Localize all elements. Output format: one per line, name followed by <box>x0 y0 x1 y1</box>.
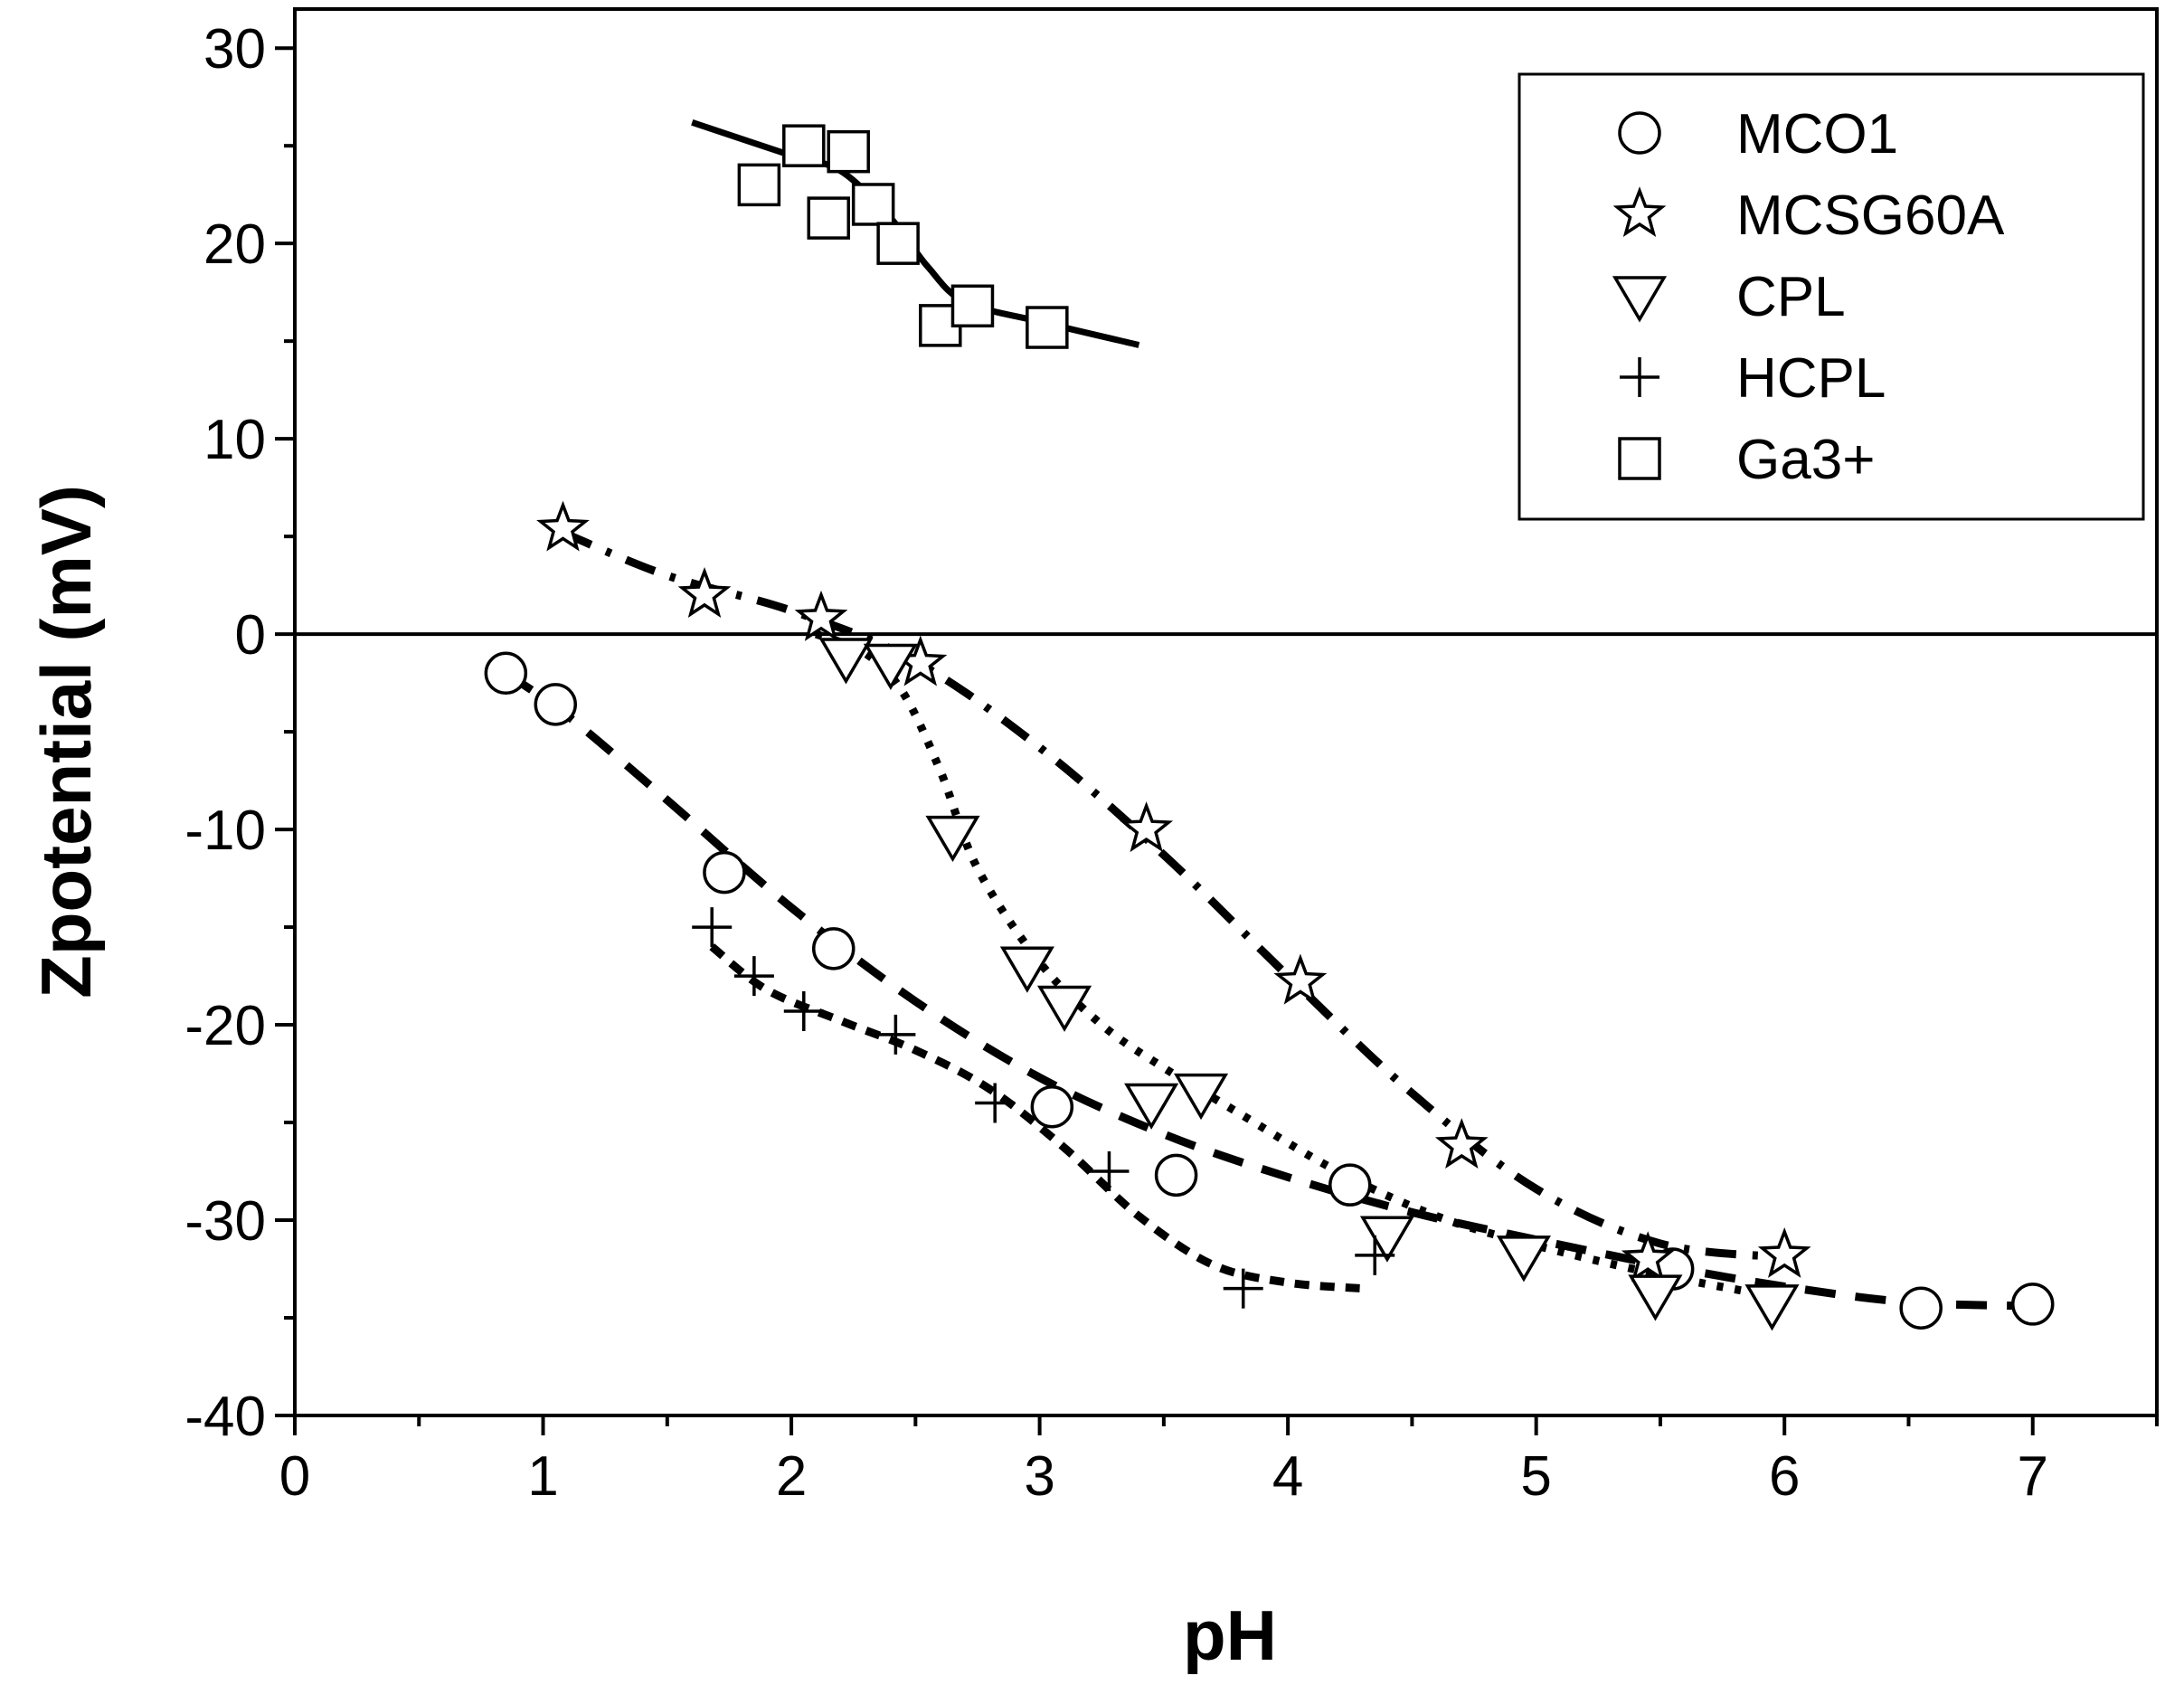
x-tick-label: 4 <box>1272 1445 1303 1508</box>
fit-curve-mco1 <box>503 669 2033 1311</box>
data-point-mco1 <box>1328 1163 1372 1207</box>
y-tick-label: -40 <box>184 1386 266 1448</box>
data-point-mcsg60a <box>677 566 732 619</box>
data-point-ga3 <box>782 124 826 167</box>
data-point-mco1 <box>484 651 528 696</box>
data-point-ga3 <box>950 284 995 328</box>
data-point-ga3 <box>1026 306 1069 349</box>
data-point-hcpl <box>875 1014 916 1055</box>
legend-marker-cpl <box>1612 276 1668 323</box>
data-point-mco1 <box>1154 1153 1198 1198</box>
data-point-cpl <box>1036 985 1092 1032</box>
data-markers <box>484 124 2055 1331</box>
fit-curve-mcsg60a <box>561 528 1785 1262</box>
legend-label-ga3: Ga3+ <box>1736 429 1875 491</box>
data-point-ga3 <box>827 129 870 174</box>
data-point-cpl <box>1496 1235 1551 1283</box>
y-axis-title: Zpotential (mV) <box>26 485 106 999</box>
data-point-cpl <box>818 638 874 685</box>
data-point-mco1 <box>1030 1085 1074 1129</box>
x-tick-label: 0 <box>279 1445 310 1508</box>
legend-label-hcpl: HCPL <box>1736 347 1886 410</box>
data-point-cpl <box>999 946 1054 993</box>
data-point-ga3 <box>851 183 895 226</box>
data-point-mcsg60a <box>1434 1118 1489 1169</box>
data-point-mco1 <box>811 927 856 970</box>
data-point-hcpl <box>1089 1151 1130 1192</box>
data-point-cpl <box>1628 1274 1683 1321</box>
fit-curve-hcpl <box>709 943 1363 1293</box>
x-tick-label: 7 <box>2017 1445 2047 1508</box>
data-point-ga3 <box>876 222 920 265</box>
data-point-cpl <box>925 815 980 863</box>
data-point-mco1 <box>1899 1286 1943 1330</box>
x-tick-label: 1 <box>527 1445 558 1508</box>
data-point-hcpl <box>1223 1268 1263 1309</box>
y-tick-label: -10 <box>184 800 266 862</box>
data-point-mcsg60a <box>1273 953 1328 1005</box>
data-point-ga3 <box>807 196 850 240</box>
data-point-ga3 <box>737 163 781 207</box>
data-point-hcpl <box>1355 1235 1395 1275</box>
data-point-mco1 <box>2010 1283 2055 1326</box>
x-axis-title: pH <box>1183 1595 1277 1675</box>
data-point-hcpl <box>692 907 733 948</box>
x-tick-label: 5 <box>1520 1445 1551 1508</box>
legend-marker-mcsg60a <box>1612 186 1667 237</box>
plot-frame <box>293 7 2159 1417</box>
x-tick-label: 2 <box>776 1445 807 1508</box>
y-tick-label: 0 <box>235 604 266 667</box>
legend: MCO1 MCSG60A CPL HCPL Ga3+ <box>1517 72 2145 521</box>
data-point-cpl <box>1744 1284 1800 1331</box>
legend-marker-ga3 <box>1618 437 1661 480</box>
y-tick-label: 10 <box>203 409 266 471</box>
data-point-cpl <box>863 643 918 690</box>
y-tick-label: -30 <box>184 1190 266 1253</box>
data-point-mco1 <box>703 850 746 895</box>
legend-marker-hcpl <box>1620 357 1659 397</box>
axes: 0 1 2 3 4 5 6 7 -40 -30 -20 -10 0 10 20 30 <box>184 7 2159 1508</box>
legend-marker-mco1 <box>1618 111 1661 155</box>
data-point-cpl <box>1173 1073 1229 1121</box>
data-point-mco1 <box>534 683 578 726</box>
legend-label-mcsg60a: MCSG60A <box>1736 185 2005 247</box>
data-point-hcpl <box>733 956 774 997</box>
y-tick-label: 30 <box>203 18 266 80</box>
data-point-mcsg60a <box>794 590 848 641</box>
data-point-hcpl <box>975 1083 1016 1123</box>
data-point-mcsg60a <box>1757 1226 1811 1278</box>
data-point-hcpl <box>783 990 824 1031</box>
legend-label-cpl: CPL <box>1736 266 1846 328</box>
y-tick-label: -20 <box>184 995 266 1057</box>
x-tick-label: 6 <box>1769 1445 1800 1508</box>
y-tick-label: 20 <box>203 213 266 276</box>
x-tick-label: 3 <box>1024 1445 1054 1508</box>
data-point-mcsg60a <box>1120 801 1174 853</box>
data-point-mcsg60a <box>536 500 590 552</box>
legend-label-mco1: MCO1 <box>1736 103 1898 166</box>
data-point-mcsg60a <box>1621 1231 1675 1283</box>
data-point-cpl <box>1124 1083 1179 1130</box>
